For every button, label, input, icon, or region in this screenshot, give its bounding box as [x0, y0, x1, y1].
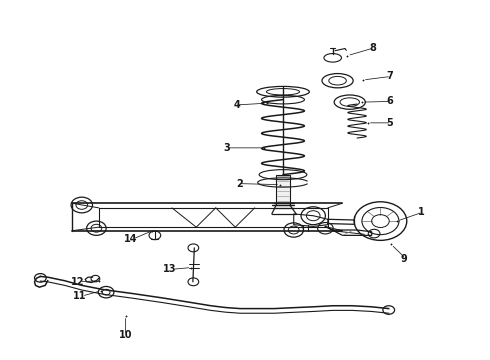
Text: 10: 10 — [119, 330, 132, 341]
Text: 9: 9 — [401, 253, 408, 264]
Text: 13: 13 — [163, 264, 177, 274]
Text: 7: 7 — [386, 71, 393, 81]
Text: 1: 1 — [418, 207, 425, 217]
Text: 4: 4 — [233, 100, 240, 110]
Text: 5: 5 — [386, 118, 393, 128]
Text: 2: 2 — [236, 179, 243, 189]
Text: 12: 12 — [71, 277, 84, 287]
Text: 8: 8 — [369, 43, 376, 53]
Text: 11: 11 — [73, 291, 87, 301]
Text: 14: 14 — [124, 234, 138, 244]
Text: 3: 3 — [223, 143, 230, 153]
Text: 6: 6 — [386, 96, 393, 107]
Polygon shape — [276, 175, 290, 205]
